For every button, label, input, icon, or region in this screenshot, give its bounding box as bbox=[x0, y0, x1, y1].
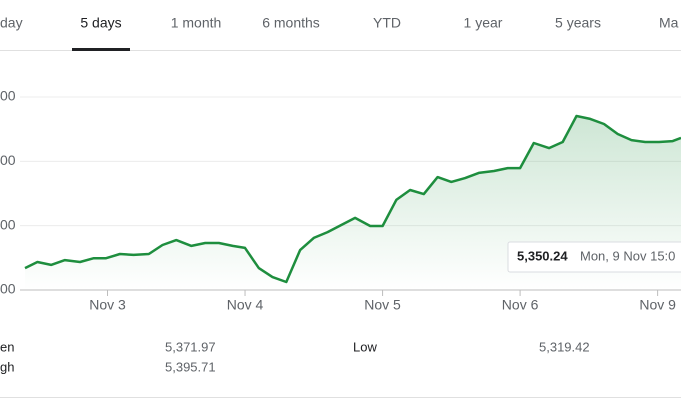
y-tick-label: 00 bbox=[0, 216, 16, 232]
stat-value: 5,371.97 bbox=[165, 339, 216, 354]
stat-label: Low bbox=[353, 339, 377, 354]
tab[interactable]: 5 days bbox=[80, 15, 121, 31]
stat-label: en bbox=[0, 339, 14, 354]
stat-value: 5,319.42 bbox=[539, 339, 590, 354]
tab[interactable]: Ma bbox=[659, 15, 679, 31]
x-tick-label: Nov 3 bbox=[89, 297, 126, 313]
x-tick-label: Nov 5 bbox=[364, 297, 401, 313]
stat-label: gh bbox=[0, 359, 14, 374]
tooltip-box bbox=[507, 241, 681, 273]
price-line bbox=[24, 114, 681, 284]
tooltip-value: 5,350.24 bbox=[517, 248, 568, 263]
tab[interactable]: day bbox=[0, 15, 23, 31]
x-tick-label: Nov 6 bbox=[502, 297, 539, 313]
tooltip-time: Mon, 9 Nov 15:0 bbox=[580, 248, 675, 263]
tab-underline bbox=[72, 48, 130, 51]
y-tick-label: 00 bbox=[0, 152, 16, 168]
tab[interactable]: 5 years bbox=[555, 15, 601, 31]
tab[interactable]: YTD bbox=[373, 15, 401, 31]
y-tick-label: 00 bbox=[0, 88, 16, 104]
tooltip: 5,350.24 Mon, 9 Nov 15:0 bbox=[507, 241, 681, 273]
x-tick-label: Nov 9 bbox=[639, 297, 676, 313]
y-tick-label: 00 bbox=[0, 281, 16, 297]
tab[interactable]: 1 month bbox=[171, 15, 222, 31]
tab[interactable]: 1 year bbox=[464, 15, 503, 31]
x-tick-label: Nov 4 bbox=[227, 297, 264, 313]
tab[interactable]: 6 months bbox=[262, 15, 320, 31]
stat-value: 5,395.71 bbox=[165, 359, 216, 374]
